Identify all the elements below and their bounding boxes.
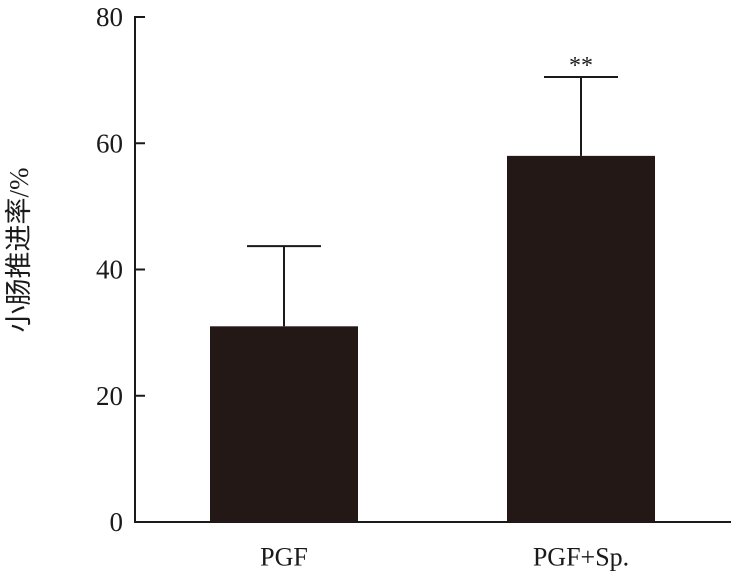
x-category-label: PGF+Sp.: [533, 543, 629, 572]
x-category-label: PGF: [260, 543, 308, 572]
error-bars-group: [247, 75, 618, 327]
y-axis-title: 小肠推进率/%: [4, 168, 34, 333]
bar: [210, 326, 358, 522]
bar: [507, 155, 655, 522]
x-labels-group: PGF PGF+Sp.: [260, 543, 629, 572]
y-tick-label: 60: [96, 128, 123, 158]
y-ticks-group: 0 20 40 60 80: [96, 2, 145, 537]
y-tick-label: 80: [96, 2, 123, 32]
y-tick-label: 0: [110, 507, 124, 537]
bars-group: [210, 155, 655, 522]
significance-marker: **: [569, 53, 593, 79]
y-tick-label: 20: [96, 381, 123, 411]
y-tick-label: 40: [96, 255, 123, 285]
significance-group: **: [569, 53, 593, 79]
